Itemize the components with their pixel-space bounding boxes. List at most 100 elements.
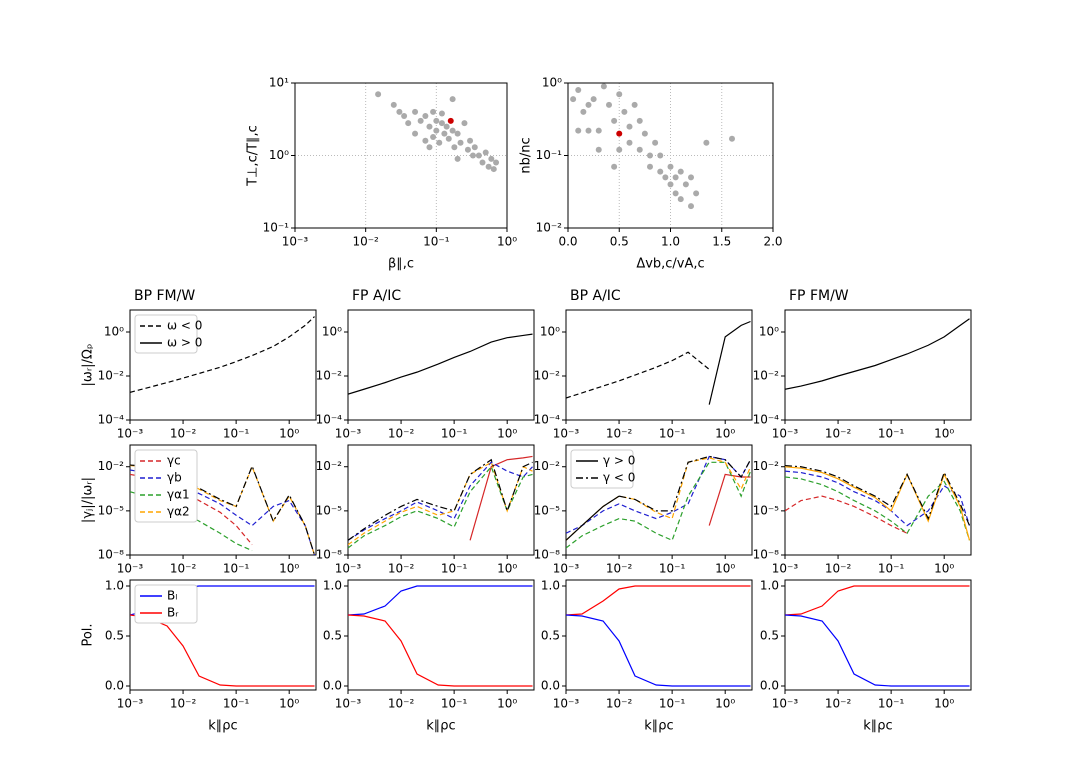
point [631,101,638,108]
series-line [785,614,970,687]
x-tick-label: 10⁻¹ [223,562,250,576]
plot-area [375,91,500,173]
x-axis-label: k∥ρc [644,719,673,734]
point [611,163,618,170]
x-tick-label: 10⁻¹ [423,235,450,249]
x-tick-label: 10⁻² [170,427,197,441]
point [657,152,664,159]
y-tick-label: 10⁰ [540,325,560,339]
point [436,139,443,146]
x-tick-label: 10⁻³ [117,562,144,576]
y-tick-label: 10⁻² [753,459,780,473]
axes-frame [347,444,535,556]
x-tick-label: 10⁰ [279,697,299,711]
legend-label: γα2 [167,505,190,519]
x-tick-label: 0.5 [610,235,629,249]
y-tick-label: 10⁻¹ [536,148,563,162]
point [600,83,607,90]
series-line [785,318,970,390]
y-tick-label: 10⁻² [316,369,343,383]
point [703,139,710,146]
series-line [348,465,533,549]
x-axis-label: k∥ρc [863,719,892,734]
series-line [785,495,908,534]
y-tick-label: 10⁻⁵ [98,503,125,517]
y-tick-label: 10⁻² [98,369,125,383]
axes-frame [565,309,753,421]
x-tick-label: 10⁻¹ [441,427,468,441]
x-tick-label: 10⁻³ [772,562,799,576]
x-tick-label: 10⁰ [934,427,954,441]
y-tick-label: 0.0 [323,679,342,693]
x-axis-label: k∥ρc [426,719,455,734]
point [445,135,452,142]
point [426,123,433,130]
axes-frame [567,82,774,229]
y-tick-label: 0.5 [323,629,342,643]
point [595,146,602,153]
plot-area [570,83,735,210]
y-tick-label: 10⁻⁴ [534,413,561,427]
legend-label: γ > 0 [603,454,635,468]
legend-label: γα1 [167,488,190,502]
y-tick-label: 10⁻⁴ [98,413,125,427]
series-line [785,466,971,541]
x-tick-label: 10⁻¹ [878,562,905,576]
point [729,135,735,142]
y-tick-label: 0.5 [760,629,779,643]
point [471,144,478,151]
legend-label: γb [167,471,182,485]
point [580,108,587,115]
x-tick-label: 10⁻¹ [659,562,686,576]
point [422,137,429,144]
series-line [566,455,752,534]
point [449,96,456,103]
x-tick-label: 10⁻³ [117,427,144,441]
point [636,146,643,153]
x-tick-label: 10⁰ [715,562,735,576]
x-tick-label: 10⁻³ [335,562,362,576]
point [390,101,397,108]
plot-area [785,464,971,541]
series-line [618,455,752,512]
x-tick-label: 10⁰ [497,235,517,249]
x-tick-label: 10⁻² [170,562,197,576]
point [490,166,497,173]
point [616,146,623,153]
series-line [566,495,620,541]
axes-frame [129,309,317,421]
plot-area [566,455,752,549]
plot-area [130,316,315,393]
y-axis-label: |ωᵣ|/Ωₚ [81,344,96,387]
y-tick-label: 0.0 [105,679,124,693]
axes-frame [347,309,535,421]
point [443,123,450,130]
point [652,139,659,146]
point [585,101,592,108]
point [438,110,445,117]
point [616,130,623,137]
point [417,117,424,124]
point [667,181,674,188]
y-tick-label: 10⁻⁵ [753,503,780,517]
point [611,117,618,124]
panel-title: FP FM/W [789,288,849,304]
legend-label: ω > 0 [167,336,202,350]
point [667,163,674,170]
point [641,130,648,137]
x-tick-label: 10⁻¹ [659,427,686,441]
axes-frame [347,579,535,691]
y-tick-label: 1.0 [760,579,779,593]
legend-label: Bₗ [167,589,177,603]
point [590,96,597,103]
point [447,117,454,124]
axes-frame [129,444,317,556]
x-tick-label: 10⁻³ [335,697,362,711]
point [479,159,486,166]
series-line [348,333,533,395]
point [570,96,577,103]
point [412,108,419,115]
point [647,152,653,159]
plot-area [348,585,533,687]
x-tick-label: 10⁻¹ [659,697,686,711]
